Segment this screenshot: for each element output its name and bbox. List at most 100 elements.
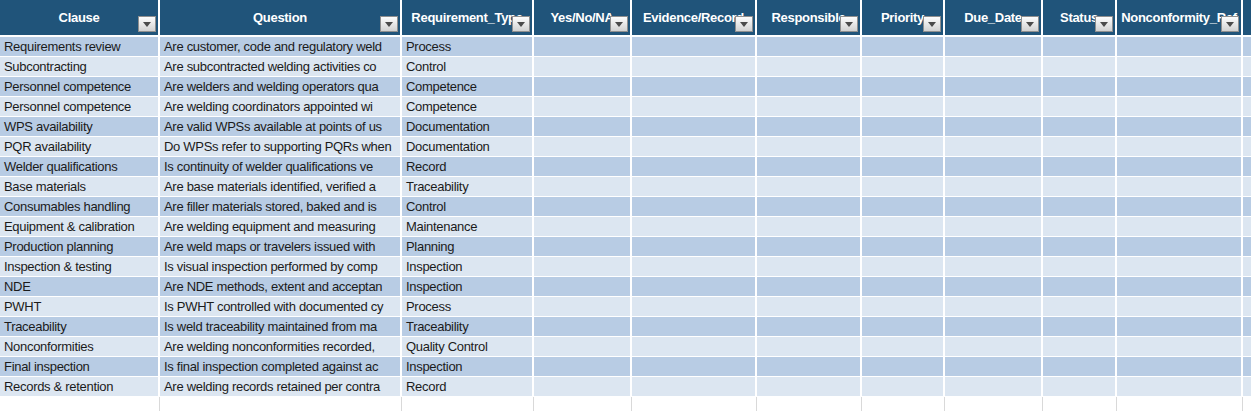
cell-clause[interactable]: Personnel competence — [0, 97, 160, 117]
cell-extra[interactable] — [1243, 257, 1251, 277]
cell-status[interactable] — [1043, 357, 1117, 377]
cell-clause[interactable]: WPS availability — [0, 117, 160, 137]
cell-status[interactable] — [1043, 317, 1117, 337]
cell-due_date[interactable] — [945, 77, 1043, 97]
cell-due_date[interactable] — [945, 377, 1043, 397]
column-header-responsible[interactable]: Responsible — [757, 0, 862, 37]
filter-dropdown-button[interactable] — [138, 16, 156, 32]
empty-sheet-cell[interactable] — [534, 397, 632, 411]
cell-nonconformity_ref[interactable] — [1117, 237, 1243, 257]
column-header-clause[interactable]: Clause — [0, 0, 160, 37]
cell-yes_no_na[interactable] — [534, 257, 632, 277]
cell-nonconformity_ref[interactable] — [1117, 177, 1243, 197]
cell-question[interactable]: Are welding records retained per contra — [160, 377, 402, 397]
empty-sheet-cell[interactable] — [757, 397, 862, 411]
cell-question[interactable]: Are welders and welding operators qua — [160, 77, 402, 97]
cell-status[interactable] — [1043, 37, 1117, 57]
cell-evidence_record[interactable] — [632, 317, 757, 337]
cell-evidence_record[interactable] — [632, 37, 757, 57]
cell-clause[interactable]: Welder qualifications — [0, 157, 160, 177]
cell-status[interactable] — [1043, 57, 1117, 77]
filter-dropdown-button[interactable] — [1021, 16, 1039, 32]
cell-requirement_type[interactable]: Inspection — [402, 277, 534, 297]
cell-due_date[interactable] — [945, 337, 1043, 357]
cell-yes_no_na[interactable] — [534, 177, 632, 197]
cell-nonconformity_ref[interactable] — [1117, 137, 1243, 157]
cell-priority[interactable] — [862, 377, 945, 397]
cell-nonconformity_ref[interactable] — [1117, 77, 1243, 97]
cell-clause[interactable]: Subcontracting — [0, 57, 160, 77]
cell-nonconformity_ref[interactable] — [1117, 297, 1243, 317]
cell-extra[interactable] — [1243, 117, 1251, 137]
cell-due_date[interactable] — [945, 277, 1043, 297]
cell-nonconformity_ref[interactable] — [1117, 57, 1243, 77]
cell-clause[interactable]: Requirements review — [0, 37, 160, 57]
cell-due_date[interactable] — [945, 57, 1043, 77]
cell-extra[interactable] — [1243, 297, 1251, 317]
cell-yes_no_na[interactable] — [534, 137, 632, 157]
cell-yes_no_na[interactable] — [534, 117, 632, 137]
cell-extra[interactable] — [1243, 57, 1251, 77]
cell-clause[interactable]: Consumables handling — [0, 197, 160, 217]
empty-sheet-cell[interactable] — [945, 397, 1043, 411]
cell-responsible[interactable] — [757, 317, 862, 337]
cell-requirement_type[interactable]: Traceability — [402, 317, 534, 337]
cell-requirement_type[interactable]: Process — [402, 37, 534, 57]
cell-question[interactable]: Are customer, code and regulatory weld — [160, 37, 402, 57]
cell-nonconformity_ref[interactable] — [1117, 197, 1243, 217]
cell-priority[interactable] — [862, 197, 945, 217]
empty-sheet-cell[interactable] — [402, 397, 534, 411]
cell-question[interactable]: Do WPSs refer to supporting PQRs when — [160, 137, 402, 157]
cell-requirement_type[interactable]: Control — [402, 197, 534, 217]
cell-clause[interactable]: PQR availability — [0, 137, 160, 157]
cell-extra[interactable] — [1243, 217, 1251, 237]
cell-priority[interactable] — [862, 357, 945, 377]
cell-nonconformity_ref[interactable] — [1117, 117, 1243, 137]
cell-responsible[interactable] — [757, 257, 862, 277]
cell-priority[interactable] — [862, 277, 945, 297]
cell-question[interactable]: Is continuity of welder qualifications v… — [160, 157, 402, 177]
cell-status[interactable] — [1043, 297, 1117, 317]
cell-status[interactable] — [1043, 377, 1117, 397]
cell-clause[interactable]: Inspection & testing — [0, 257, 160, 277]
cell-extra[interactable] — [1243, 357, 1251, 377]
cell-responsible[interactable] — [757, 237, 862, 257]
column-header-yes_no_na[interactable]: Yes/No/NA — [534, 0, 632, 37]
cell-question[interactable]: Are weld maps or travelers issued with — [160, 237, 402, 257]
cell-extra[interactable] — [1243, 237, 1251, 257]
cell-priority[interactable] — [862, 317, 945, 337]
cell-evidence_record[interactable] — [632, 97, 757, 117]
cell-extra[interactable] — [1243, 37, 1251, 57]
cell-nonconformity_ref[interactable] — [1117, 257, 1243, 277]
cell-requirement_type[interactable]: Documentation — [402, 117, 534, 137]
cell-clause[interactable]: Equipment & calibration — [0, 217, 160, 237]
cell-evidence_record[interactable] — [632, 377, 757, 397]
cell-responsible[interactable] — [757, 77, 862, 97]
cell-nonconformity_ref[interactable] — [1117, 157, 1243, 177]
cell-yes_no_na[interactable] — [534, 217, 632, 237]
cell-due_date[interactable] — [945, 357, 1043, 377]
cell-status[interactable] — [1043, 177, 1117, 197]
cell-question[interactable]: Are NDE methods, extent and acceptan — [160, 277, 402, 297]
cell-nonconformity_ref[interactable] — [1117, 317, 1243, 337]
column-header-requirement_type[interactable]: Requirement_Type — [402, 0, 534, 37]
cell-priority[interactable] — [862, 237, 945, 257]
cell-question[interactable]: Is PWHT controlled with documented cy — [160, 297, 402, 317]
cell-status[interactable] — [1043, 277, 1117, 297]
cell-yes_no_na[interactable] — [534, 317, 632, 337]
cell-nonconformity_ref[interactable] — [1117, 37, 1243, 57]
cell-status[interactable] — [1043, 137, 1117, 157]
column-header-due_date[interactable]: Due_Date — [945, 0, 1043, 37]
cell-evidence_record[interactable] — [632, 277, 757, 297]
cell-clause[interactable]: Final inspection — [0, 357, 160, 377]
cell-evidence_record[interactable] — [632, 337, 757, 357]
cell-responsible[interactable] — [757, 97, 862, 117]
cell-nonconformity_ref[interactable] — [1117, 337, 1243, 357]
cell-question[interactable]: Are valid WPSs available at points of us — [160, 117, 402, 137]
cell-responsible[interactable] — [757, 37, 862, 57]
cell-status[interactable] — [1043, 117, 1117, 137]
cell-status[interactable] — [1043, 77, 1117, 97]
cell-evidence_record[interactable] — [632, 237, 757, 257]
empty-sheet-cell[interactable] — [632, 397, 757, 411]
column-header-extra[interactable] — [1243, 0, 1251, 37]
